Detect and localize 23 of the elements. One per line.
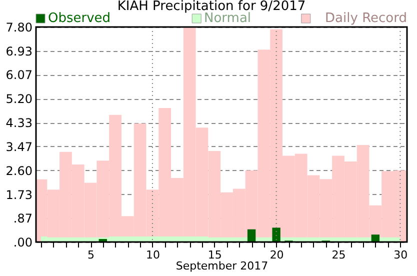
bar <box>371 234 380 242</box>
x-tick-label: 30 <box>394 248 408 262</box>
x-axis-title: September 2017 <box>176 260 268 272</box>
y-tick-label: 3.47 <box>6 140 32 154</box>
y-tick-label: .87 <box>13 212 32 226</box>
y-tick-label: 1.73 <box>6 188 32 202</box>
x-tick-label: 10 <box>146 248 160 262</box>
x-tick-label: 5 <box>88 248 95 262</box>
y-tick-label: .00 <box>13 236 32 250</box>
legend-label: Daily Record <box>325 11 407 26</box>
y-tick-label: 2.60 <box>6 164 32 178</box>
y-tick-label: 5.20 <box>6 92 32 106</box>
legend-label: Normal <box>204 11 252 26</box>
bar <box>247 229 256 242</box>
y-tick-label: 6.93 <box>6 44 32 58</box>
legend-label: Observed <box>48 11 111 26</box>
x-tick-label: 15 <box>208 248 222 262</box>
y-tick-label: 6.07 <box>6 68 32 82</box>
bar <box>272 228 280 242</box>
x-tick-label: 25 <box>332 248 346 262</box>
x-tick-label: 20 <box>270 248 284 262</box>
y-tick-label: 7.80 <box>6 20 32 34</box>
y-tick-label: 4.33 <box>6 116 32 130</box>
